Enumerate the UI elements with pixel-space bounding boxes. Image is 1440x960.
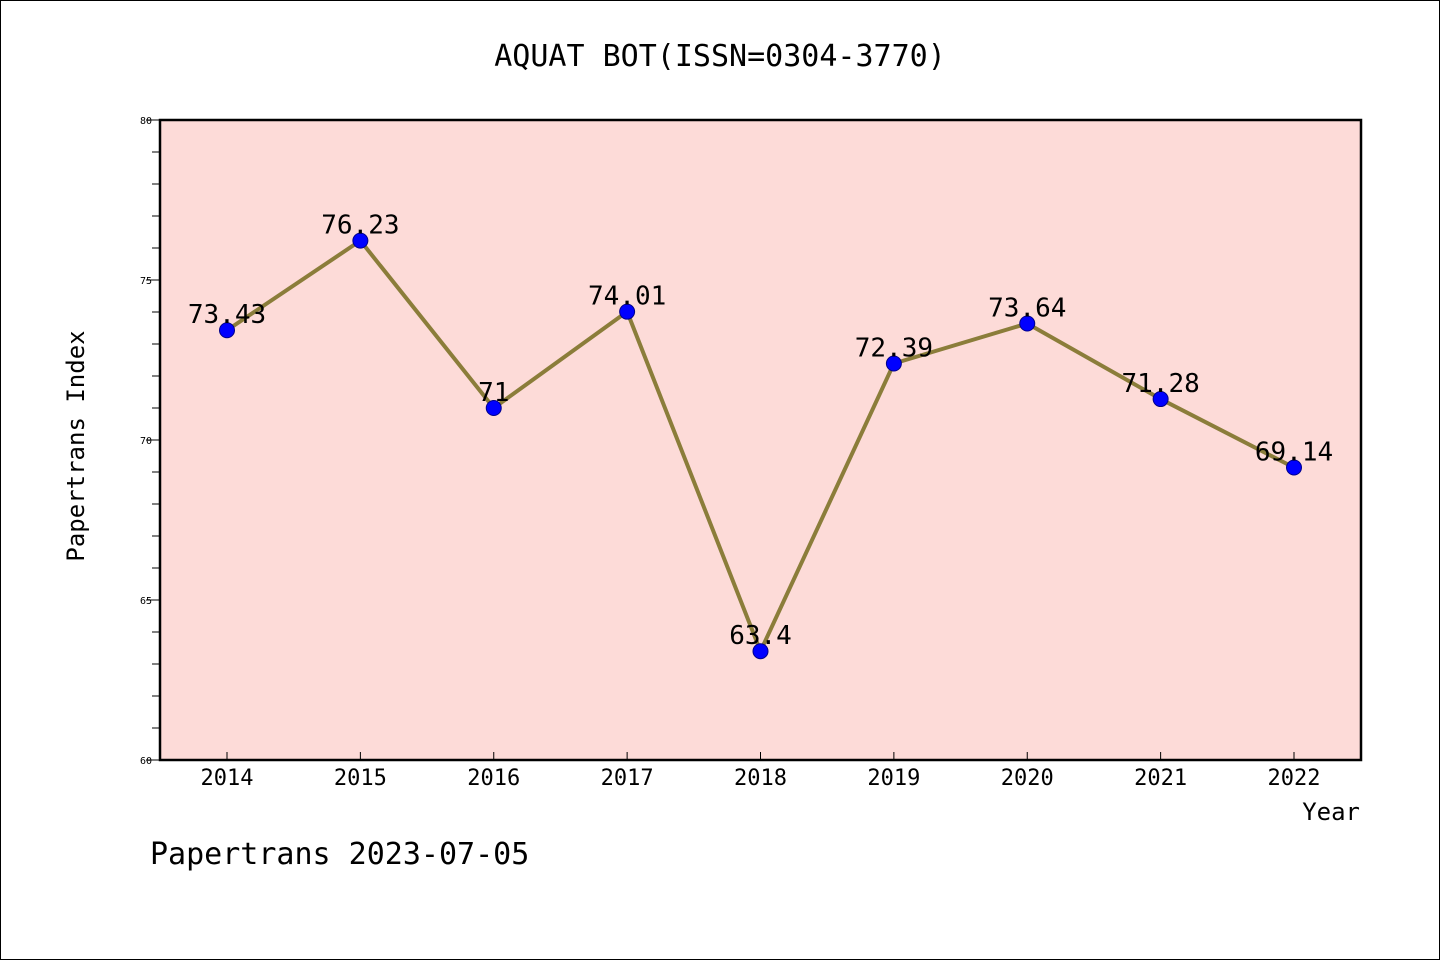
data-label: 73.64 (988, 294, 1066, 324)
footer-text: Papertrans 2023-07-05 (150, 837, 529, 872)
data-label: 72.39 (855, 334, 933, 364)
data-point (352, 232, 369, 249)
x-tick-label: 2019 (867, 766, 920, 791)
y-tick-label: 60 (140, 756, 152, 767)
y-tick-label: 65 (140, 596, 152, 607)
data-point (1152, 391, 1169, 408)
data-point (885, 355, 902, 372)
chart-title: AQUAT BOT(ISSN=0304-3770) (494, 39, 946, 74)
data-points (219, 232, 1302, 660)
x-tick-label: 2016 (467, 766, 520, 791)
data-label: 76.23 (321, 211, 399, 241)
data-point (1286, 459, 1302, 476)
plot-border (158, 118, 1363, 762)
x-tick-label: 2014 (201, 766, 254, 791)
data-point (1019, 315, 1036, 332)
data-label: 69.14 (1255, 438, 1333, 468)
x-tick-label: 2021 (1134, 766, 1187, 791)
x-tick-label: 2017 (601, 766, 654, 791)
data-label: 73.43 (188, 300, 266, 330)
y-axis-ticks: 60 65 70 75 80 (140, 116, 160, 767)
data-label: 71 (478, 378, 509, 408)
y-tick-label: 80 (140, 116, 152, 127)
x-tick-label: 2022 (1268, 766, 1321, 791)
data-labels: 73.43 76.23 71 74.01 63.4 72.39 73.64 71.28 69.1… (188, 211, 1333, 652)
x-tick-label: 2020 (1001, 766, 1054, 791)
data-label: 71.28 (1121, 369, 1199, 399)
data-label: 63.4 (729, 621, 792, 651)
data-label: 74.01 (588, 282, 666, 312)
data-point (752, 643, 769, 660)
data-point (619, 303, 636, 320)
x-axis-ticks: 2014 2015 2016 2017 2018 2019 2020 2021 2022 (201, 752, 1321, 791)
y-tick-label: 70 (140, 436, 152, 447)
x-axis-label: Year (1302, 798, 1360, 826)
data-point (485, 400, 502, 416)
data-point (219, 322, 235, 339)
x-tick-label: 2018 (734, 766, 787, 791)
x-tick-label: 2015 (334, 766, 387, 791)
y-axis-label: Papertrans Index (62, 330, 90, 561)
y-tick-label: 75 (140, 276, 152, 287)
